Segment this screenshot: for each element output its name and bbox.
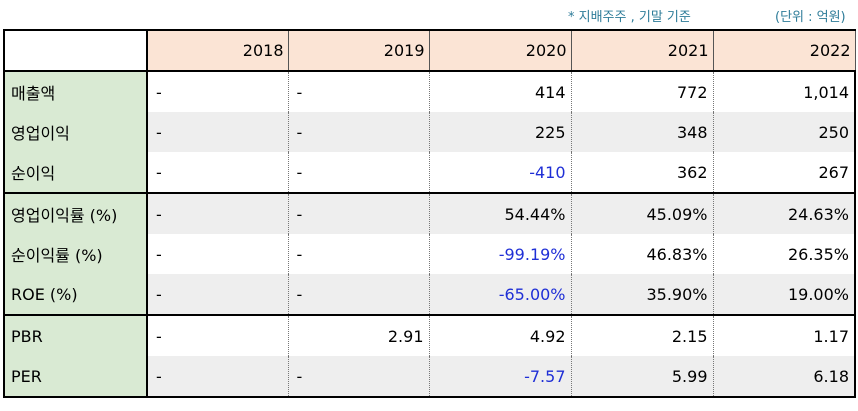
table-cell: 5.99	[570, 356, 714, 398]
table-cell: -	[287, 356, 430, 398]
table-cell: -99.19%	[428, 234, 572, 274]
table-cell: 6.18	[712, 356, 856, 398]
table-cell: -	[146, 274, 289, 315]
financial-table: 2018 2019 2020 2021 2022 매출액 - -414 772 1,01…	[3, 29, 856, 398]
table-cell: 46.83%	[570, 234, 714, 274]
table-cell: 45.09%	[570, 192, 714, 234]
table-cell: 414	[428, 71, 572, 112]
table-cell: -65.00%	[428, 274, 572, 315]
table-cell: 225	[428, 112, 572, 152]
table-cell: -	[146, 112, 289, 152]
table-row: PBR -2.91 4.92 2.15 1.17	[3, 314, 856, 356]
table-row: 영업이익 - -225 348 250	[3, 112, 856, 152]
table-cell: -	[146, 71, 289, 112]
table-row: 순이익 - - -410 362 267	[3, 152, 856, 193]
table-cell: 54.44%	[428, 192, 572, 234]
table-cell: 348	[570, 112, 714, 152]
table-cell: 2.15	[570, 314, 714, 356]
table-cell: -	[146, 356, 289, 398]
table-cell: -	[287, 192, 430, 234]
row-label: ROE (%)	[3, 274, 148, 315]
table-cell: -	[287, 71, 430, 112]
year-header: 2021	[570, 29, 714, 72]
table-row: 순이익률 (%) - - -99.19% 46.83% 26.35%	[3, 234, 856, 274]
year-header: 2020	[428, 29, 572, 72]
table-cell: 19.00%	[712, 274, 856, 315]
table-cell: 2.91	[287, 314, 430, 356]
table-cell: 1.17	[712, 314, 856, 356]
table-cell: 35.90%	[570, 274, 714, 315]
table-row: PER - - -7.57 5.99 6.18	[3, 356, 856, 398]
row-label: PER	[3, 356, 148, 398]
table-cell: 362	[570, 152, 714, 193]
table-cell: -410	[428, 152, 572, 193]
table-cell: 250	[712, 112, 856, 152]
basis-note: * 지배주주 , 기말 기준	[568, 10, 691, 25]
row-label: 순이익률 (%)	[3, 234, 148, 274]
table-cell: -7.57	[428, 356, 572, 398]
table-cell: -	[287, 234, 430, 274]
table-cell: -	[146, 152, 289, 193]
table-row: 매출액 - -414 772 1,014	[3, 71, 856, 112]
table-cell: -	[146, 314, 289, 356]
row-label: 영업이익률 (%)	[3, 192, 148, 234]
row-label: 순이익	[3, 152, 148, 193]
header-row: 2018 2019 2020 2021 2022	[3, 29, 856, 72]
year-header: 2022	[712, 29, 856, 72]
table-cell: 1,014	[712, 71, 856, 112]
year-header: 2019	[287, 29, 430, 72]
table-cell: 267	[712, 152, 856, 193]
table-cell: 24.63%	[712, 192, 856, 234]
table-cell: -	[287, 112, 430, 152]
table-cell: -	[146, 234, 289, 274]
table-row: 영업이익률 (%) - -54.44% 45.09% 24.63%	[3, 192, 856, 234]
year-header: 2018	[146, 29, 289, 72]
table-row: ROE (%) - - -65.00% 35.90% 19.00%	[3, 274, 856, 315]
table-cell: -	[287, 152, 430, 193]
table-cell: 26.35%	[712, 234, 856, 274]
row-label: PBR	[3, 314, 148, 356]
table-cell: -	[287, 274, 430, 315]
header-corner-cell	[3, 29, 148, 72]
row-label: 매출액	[3, 71, 148, 112]
unit-note: (단위 : 억원)	[775, 10, 846, 25]
table-cell: -	[146, 192, 289, 234]
row-label: 영업이익	[3, 112, 148, 152]
table-cell: 4.92	[428, 314, 572, 356]
table-cell: 772	[570, 71, 714, 112]
